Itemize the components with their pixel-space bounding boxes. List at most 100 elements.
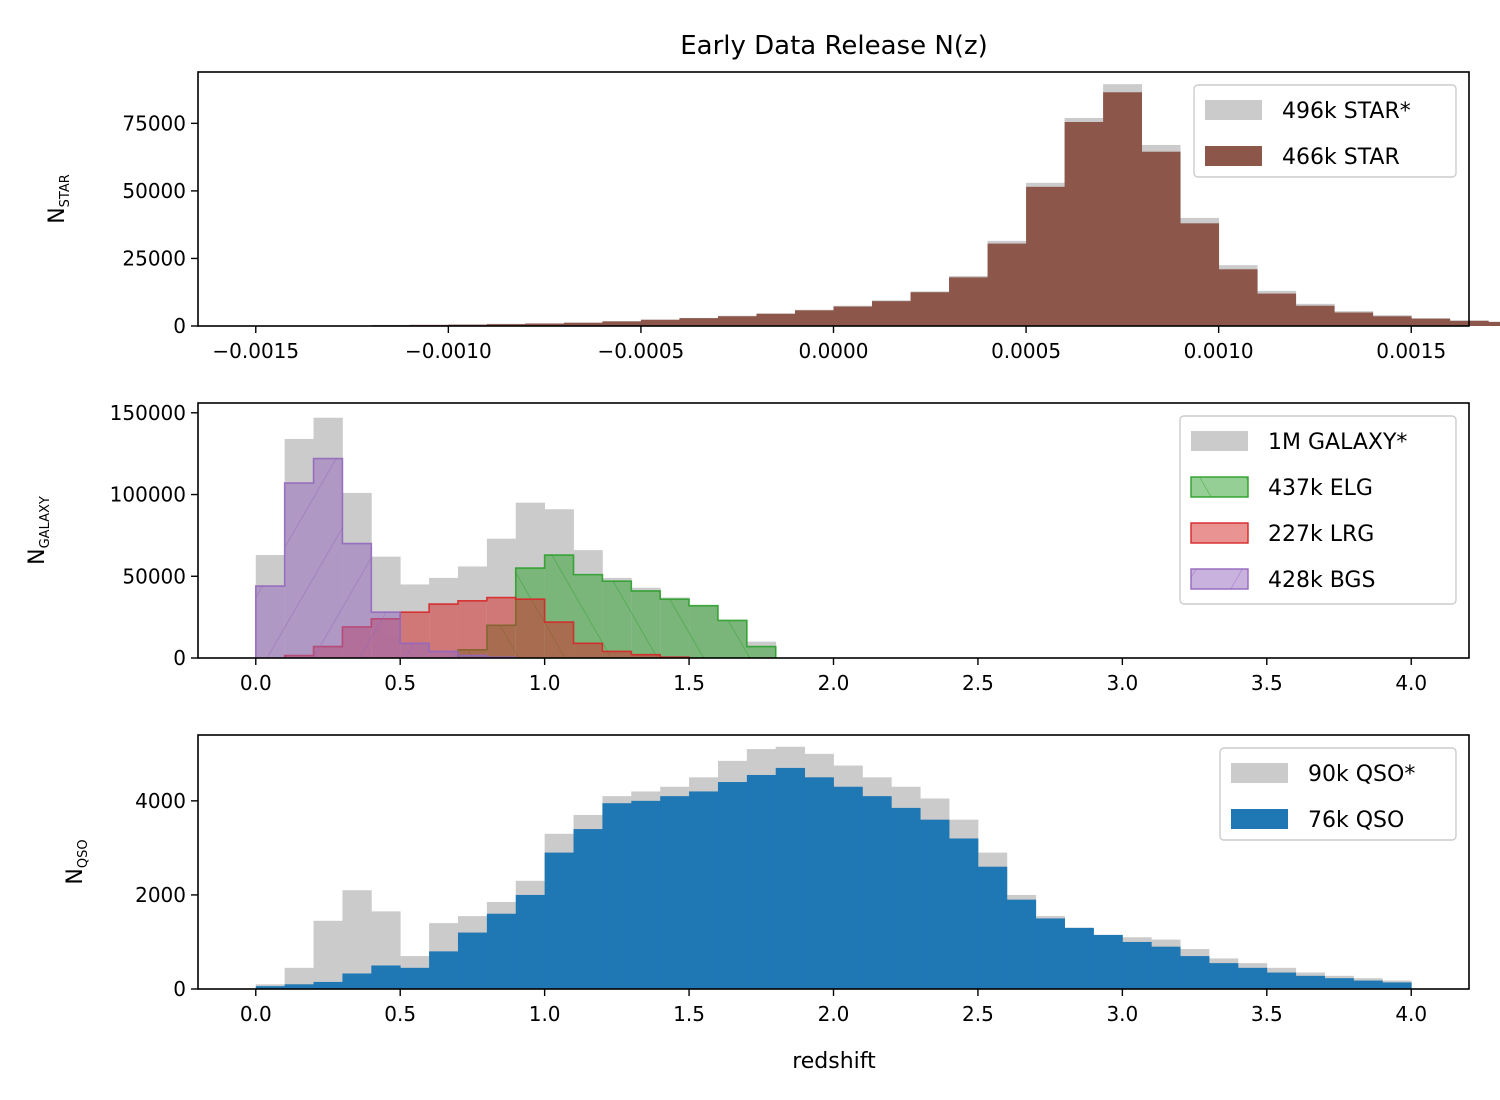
qso-qso-bar bbox=[573, 829, 603, 989]
star-star-bar bbox=[525, 323, 565, 326]
galaxy-x-tick-label: 0.5 bbox=[384, 671, 416, 695]
qso-all-bar bbox=[284, 967, 314, 989]
galaxy-y-axis-label: NGALAXY bbox=[25, 496, 53, 565]
qso-qso-bar bbox=[515, 894, 546, 989]
galaxy-legend-label-bgs: 428k BGS bbox=[1268, 568, 1375, 593]
star-y-tick-label: 25000 bbox=[122, 246, 186, 270]
qso-qso-bar bbox=[544, 852, 574, 989]
star-star-bar bbox=[794, 310, 834, 326]
galaxy-legend-key-bgs bbox=[1190, 568, 1249, 590]
qso-qso-bar bbox=[1064, 927, 1094, 989]
star-x-tick-label: −0.0005 bbox=[598, 339, 685, 363]
galaxy-y-tick-label: 150000 bbox=[110, 401, 186, 425]
qso-qso-bar bbox=[1093, 934, 1123, 989]
star-star-bar bbox=[1334, 312, 1374, 326]
qso-qso-bar bbox=[1006, 899, 1037, 989]
x-axis-label: redshift bbox=[792, 1049, 876, 1074]
qso-qso-bar bbox=[631, 800, 661, 989]
qso-qso-bar bbox=[660, 796, 690, 989]
qso-x-tick-label: 2.5 bbox=[962, 1002, 994, 1026]
star-x-tick-label: 0.0000 bbox=[799, 339, 869, 363]
qso-all-bar bbox=[313, 920, 343, 989]
qso-panel: 0.0 0.5 1.0 1.5 2.0 2.5 3.0 3.5 4.0 0 2000 4000 NQSO… bbox=[63, 734, 1470, 1026]
galaxy-bgs-hatch bbox=[457, 655, 487, 658]
galaxy-y-tick-label: 50000 bbox=[122, 564, 186, 588]
qso-qso-bar bbox=[429, 951, 459, 989]
star-star-bar bbox=[1064, 121, 1104, 326]
star-star-bar bbox=[602, 321, 642, 326]
galaxy-elg-hatch bbox=[660, 599, 690, 658]
qso-x-tick-label: 0.5 bbox=[384, 1002, 416, 1026]
star-star-bar bbox=[910, 292, 950, 326]
star-legend: 496k STAR* 466k STAR bbox=[1193, 84, 1457, 178]
galaxy-x-tick-label: 2.5 bbox=[962, 671, 994, 695]
star-star-bar bbox=[679, 318, 719, 326]
qso-y-tick-label: 2000 bbox=[135, 883, 186, 907]
galaxy-x-tick-label: 1.5 bbox=[673, 671, 705, 695]
qso-qso-bar bbox=[775, 767, 806, 989]
star-series-star bbox=[255, 92, 1500, 326]
star-legend-key-all bbox=[1205, 100, 1262, 120]
star-star-bar bbox=[1218, 269, 1258, 326]
star-star-bar bbox=[1411, 318, 1451, 326]
qso-y-tick-label: 4000 bbox=[135, 789, 186, 813]
qso-qso-bar bbox=[1180, 956, 1210, 989]
qso-x-tick-label: 1.0 bbox=[529, 1002, 561, 1026]
star-star-bar bbox=[717, 316, 757, 326]
star-legend-key-star bbox=[1205, 146, 1262, 166]
qso-qso-bar bbox=[717, 782, 748, 989]
galaxy-legend-key-lrg bbox=[1190, 522, 1249, 544]
star-panel: −0.0015 −0.0010 −0.0005 0.0000 0.0005 0.0010 0… bbox=[45, 71, 1500, 363]
qso-qso-bar bbox=[602, 803, 632, 989]
qso-qso-bar bbox=[1209, 963, 1239, 989]
star-x-tick-label: −0.0015 bbox=[212, 339, 299, 363]
qso-qso-bar bbox=[457, 932, 488, 989]
qso-qso-bar bbox=[342, 973, 372, 989]
qso-x-tick-label: 3.5 bbox=[1251, 1002, 1283, 1026]
qso-qso-bar bbox=[486, 913, 517, 989]
qso-all-bar bbox=[342, 890, 372, 989]
star-legend-label-star: 466k STAR bbox=[1282, 145, 1400, 170]
star-star-bar bbox=[1141, 151, 1181, 326]
qso-legend-key-all bbox=[1231, 763, 1288, 783]
galaxy-elg-hatch bbox=[717, 620, 747, 658]
galaxy-lrg-bar bbox=[486, 597, 516, 658]
galaxy-bgs-hatch bbox=[255, 586, 285, 658]
galaxy-bgs-hatch bbox=[429, 651, 458, 658]
qso-legend-label-all: 90k QSO* bbox=[1308, 762, 1415, 787]
star-star-bar bbox=[1488, 321, 1500, 326]
galaxy-lrg-bar bbox=[631, 654, 661, 658]
qso-x-tick-label: 3.0 bbox=[1106, 1002, 1138, 1026]
galaxy-y-tick-label: 0 bbox=[173, 646, 186, 670]
galaxy-panel: 0.0 0.5 1.0 1.5 2.0 2.5 3.0 3.5 4.0 0 50000 100000 1… bbox=[25, 401, 1470, 695]
qso-legend-key-qso bbox=[1231, 809, 1288, 829]
galaxy-legend-label-lrg: 227k LRG bbox=[1268, 522, 1374, 547]
qso-qso-bar bbox=[284, 984, 314, 989]
star-x-tick-label: 0.0005 bbox=[991, 339, 1061, 363]
star-star-bar bbox=[833, 306, 873, 326]
qso-qso-bar bbox=[1353, 980, 1383, 989]
star-y-tick-label: 0 bbox=[173, 314, 186, 338]
qso-legend-label-qso: 76k QSO bbox=[1308, 808, 1404, 833]
star-star-bar bbox=[640, 319, 680, 326]
qso-qso-bar bbox=[1382, 982, 1412, 989]
galaxy-legend-label-all: 1M GALAXY* bbox=[1268, 430, 1407, 455]
qso-y-axis-label: NQSO bbox=[63, 839, 91, 884]
galaxy-legend-key-elg bbox=[1190, 476, 1249, 498]
galaxy-bgs-outline bbox=[254, 457, 517, 658]
star-star-bar bbox=[563, 322, 603, 326]
galaxy-bgs-hatch bbox=[400, 643, 430, 658]
qso-qso-bar bbox=[1295, 975, 1325, 989]
qso-qso-bar bbox=[371, 965, 401, 989]
galaxy-series-bgs bbox=[254, 457, 517, 658]
star-star-bar bbox=[1103, 92, 1143, 326]
qso-qso-bar bbox=[1324, 978, 1354, 989]
qso-qso-bar bbox=[255, 986, 286, 989]
galaxy-elg-hatch bbox=[746, 646, 776, 658]
star-legend-label-all: 496k STAR* bbox=[1282, 99, 1411, 124]
star-star-bar bbox=[1295, 305, 1335, 326]
qso-qso-bar bbox=[977, 866, 1008, 989]
galaxy-elg-hatch bbox=[602, 581, 632, 658]
star-star-bar bbox=[1180, 223, 1220, 326]
star-y-tick-label: 75000 bbox=[122, 111, 186, 135]
